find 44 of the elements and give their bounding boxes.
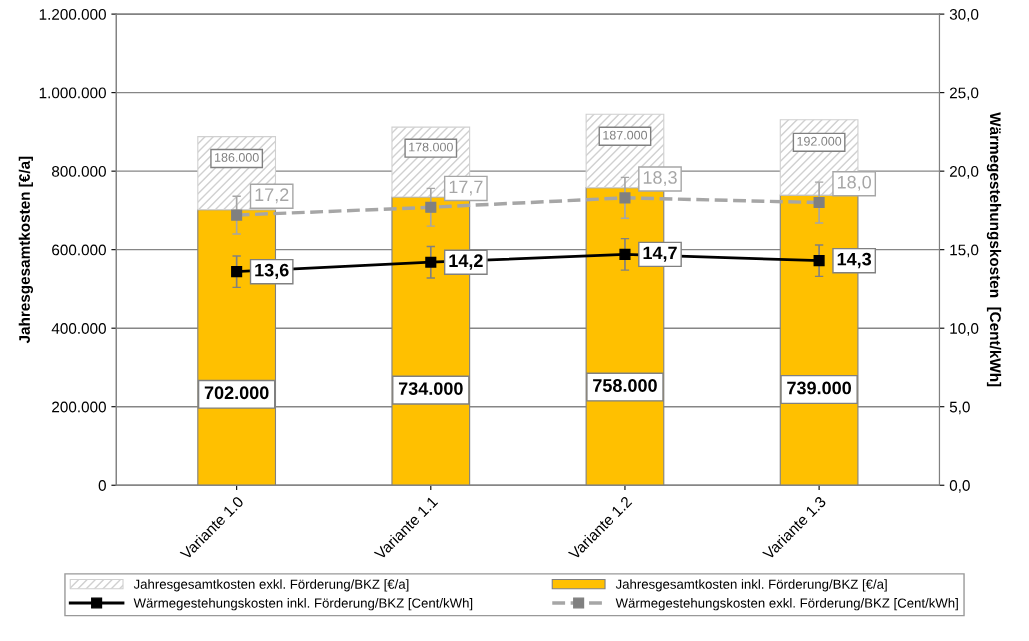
y2-tick-label: 20,0	[949, 166, 979, 179]
point	[813, 196, 825, 209]
y-tick-label: 200.000	[52, 401, 106, 413]
data-label: 14,7	[643, 246, 677, 262]
data-label: 14,3	[837, 252, 872, 269]
point	[619, 248, 631, 260]
data-label: 758.000	[593, 379, 657, 392]
point	[813, 255, 825, 267]
data-label: 14,2	[449, 254, 483, 270]
point	[425, 201, 437, 213]
data-label: 702.000	[204, 386, 269, 400]
data-label: 17,2	[255, 188, 289, 204]
y2-axis-title: Wärmegestehungskosten [Cent/kWh]	[986, 112, 1002, 387]
y2-tick-label: 0,0	[949, 480, 970, 493]
point	[425, 256, 437, 268]
data-label: 187.000	[603, 130, 648, 140]
data-label: 17,7	[449, 180, 483, 196]
data-label: 186.000	[215, 153, 259, 162]
y-axis-title: Jahresgesamtkosten [€/a]	[18, 156, 34, 344]
data-label: 18,3	[643, 171, 677, 186]
y2-tick-label: 15,0	[950, 244, 979, 258]
y2-tick-label: 30,0	[949, 8, 979, 22]
data-label: 739.000	[787, 381, 851, 395]
y-tick-label: 1.200.000	[39, 8, 106, 20]
data-label: 18,0	[837, 175, 872, 191]
legend-label: Jahresgesamtkosten exkl. Förderung/BKZ [€/a]	[133, 579, 409, 592]
data-label: 178.000	[409, 142, 453, 152]
y-tick-label: 400.000	[51, 323, 106, 334]
legend-label: Wärmegestehungskosten exkl. Förderung/BKZ [Cent/kWh]	[615, 598, 958, 611]
y-tick-label: 1.000.000	[39, 87, 106, 99]
y2-tick-label: 5,0	[949, 401, 970, 415]
y2-tick-label: 10,0	[950, 323, 979, 336]
y-tick-label: 800.000	[52, 166, 106, 177]
y-tick-label: 600.000	[52, 244, 106, 256]
legend-label: Wärmegestehungskosten inkl. Förderung/BKZ [Cent/kWh]	[133, 598, 473, 611]
data-label: 734.000	[398, 382, 463, 396]
y-tick-label: 0	[98, 480, 106, 491]
point	[231, 266, 243, 278]
point	[619, 192, 631, 204]
legend-label: Jahresgesamtkosten inkl. Förderung/BKZ [€/a]	[615, 579, 887, 592]
data-label: 192.000	[797, 136, 842, 146]
point	[231, 209, 243, 221]
y2-tick-label: 25,0	[949, 87, 979, 101]
data-label: 13,6	[255, 263, 289, 280]
